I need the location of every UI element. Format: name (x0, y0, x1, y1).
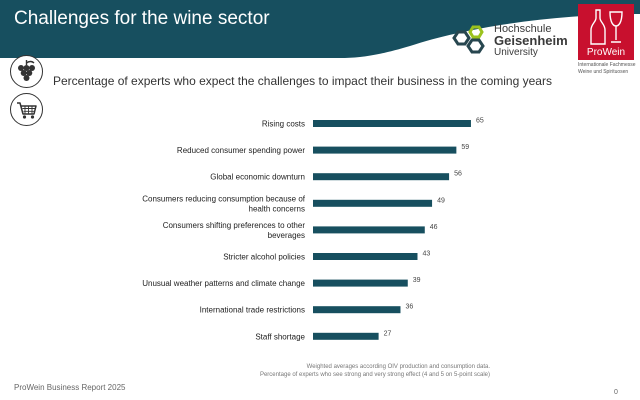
bar (313, 226, 425, 234)
footnote-line-2: Percentage of experts who see strong and… (259, 372, 490, 378)
category-label: Consumers reducing consumption because o… (142, 194, 306, 213)
bar-value-label: 59 (461, 144, 469, 151)
bar-value-label: 49 (437, 197, 445, 204)
bar (313, 173, 450, 181)
bar (313, 306, 401, 314)
bar (313, 332, 379, 340)
report-source: ProWein Business Report 2025 (14, 383, 126, 392)
grape-badge (10, 55, 43, 88)
category-label: Stricter alcohol policies (223, 253, 305, 262)
bar (313, 253, 418, 260)
cart-badge (10, 93, 43, 126)
bar-value-label: 46 (430, 224, 438, 231)
category-label: Rising costs (262, 120, 305, 129)
prowein-subtitle-line-2: Weine und Spirituosen (578, 69, 629, 75)
bar-value-label: 43 (422, 251, 430, 258)
prowein-subtitle: Internationale Fachmesse Weine und Spiri… (578, 62, 638, 76)
logo-text-line-1: Hochschule (494, 23, 552, 35)
prowein-name: ProWein (586, 47, 626, 58)
grapes-icon (18, 60, 35, 81)
bar (313, 279, 408, 287)
footnotes: Weighted averages according OIV producti… (260, 363, 490, 379)
prowein-subtitle-line-1: Internationale Fachmesse (578, 62, 636, 68)
page-title: Challenges for the wine sector (14, 8, 270, 29)
logo-text-line-3: University (494, 47, 538, 58)
prowein-logo: ProWein (578, 4, 634, 60)
page-number: 0 (614, 389, 618, 396)
category-label: Staff shortage (255, 332, 305, 341)
category-label: Global economic downturn (210, 173, 305, 182)
bar (313, 120, 471, 127)
bar-value-label: 36 (405, 304, 413, 311)
hochschule-geisenheim-logo: Hochschule Geisenheim University (448, 22, 572, 58)
hexagon-logo-icon (452, 25, 485, 54)
wine-bottle-glass-icon (590, 9, 623, 45)
header-band (0, 0, 640, 58)
bar (313, 146, 457, 154)
chart-subtitle: Percentage of experts who expect the cha… (53, 74, 552, 88)
bar-value-label: 56 (454, 171, 462, 178)
bar-value-label: 65 (476, 118, 484, 125)
bar (313, 199, 433, 207)
bar-value-label: 27 (384, 330, 392, 337)
shopping-cart-icon (17, 102, 37, 119)
bar-value-label: 39 (413, 277, 421, 284)
category-label: Consumers shifting preferences to other b… (163, 221, 306, 240)
logo-text-line-2: Geisenheim (494, 33, 568, 48)
bar-chart: 65 Rising costs 59 Reduced consumer spendin… (142, 118, 484, 342)
category-label: Unusual weather patterns and climate cha… (142, 279, 305, 288)
category-label: Reduced consumer spending power (177, 146, 305, 155)
category-label: International trade restrictions (200, 306, 305, 315)
footnote-line-1: Weighted averages according OIV producti… (306, 364, 490, 370)
